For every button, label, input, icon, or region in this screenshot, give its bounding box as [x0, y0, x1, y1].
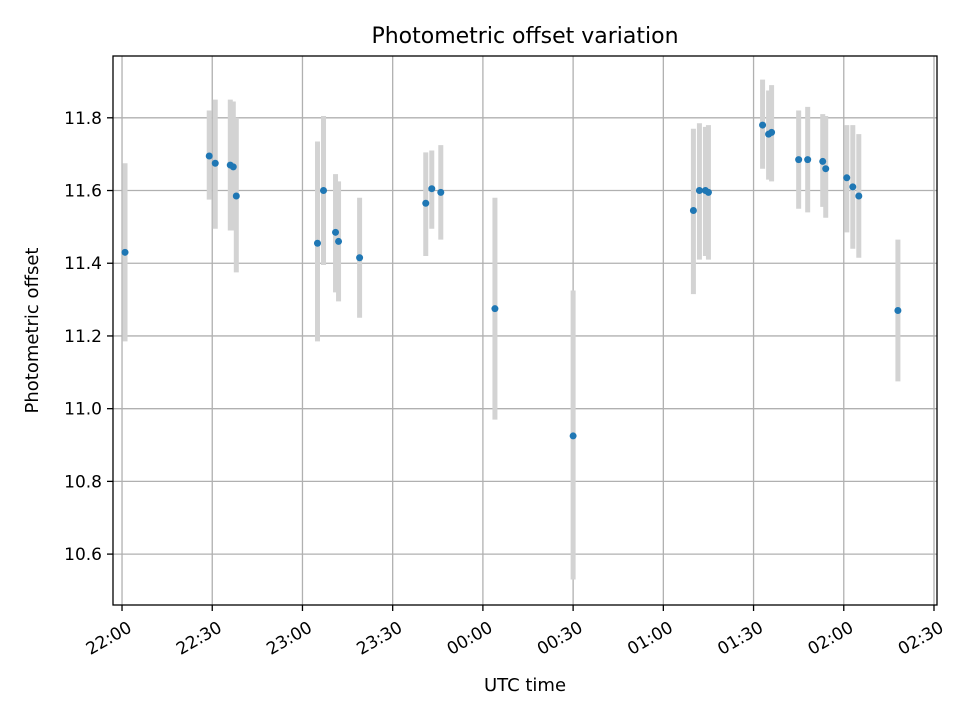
y-tick-label: 10.6 — [64, 545, 102, 565]
chart-title: Photometric offset variation — [371, 24, 678, 49]
data-point — [795, 156, 803, 164]
data-point — [320, 187, 328, 195]
data-point — [695, 187, 703, 195]
data-point — [205, 152, 213, 160]
data-point — [121, 248, 129, 256]
x-axis-label: UTC time — [484, 675, 566, 696]
data-point — [768, 128, 776, 136]
x-tick-label: 02:00 — [805, 618, 857, 660]
data-point — [422, 199, 430, 207]
data-point — [332, 228, 340, 236]
data-point — [819, 157, 827, 165]
data-point — [759, 121, 767, 129]
x-tick-label: 22:00 — [83, 618, 135, 660]
data-point — [335, 237, 343, 245]
point-layer — [121, 121, 902, 440]
y-tick-label: 11.0 — [64, 400, 102, 420]
y-tick-label: 11.8 — [64, 109, 102, 129]
data-point — [569, 432, 577, 440]
data-point — [849, 183, 857, 191]
data-point — [804, 156, 812, 164]
data-point — [232, 192, 240, 200]
data-point — [689, 207, 697, 215]
data-point — [313, 239, 321, 247]
data-point — [356, 254, 364, 262]
x-tick-label: 23:30 — [354, 618, 406, 660]
data-point — [894, 307, 902, 315]
data-point — [855, 192, 863, 200]
x-tick-label: 00:30 — [534, 618, 586, 660]
x-tick-label: 01:30 — [714, 618, 766, 660]
y-axis-label: Photometric offset — [22, 248, 43, 414]
y-tick-label: 11.4 — [64, 254, 102, 274]
plot-frame — [112, 55, 938, 606]
x-tick-label: 00:00 — [444, 618, 496, 660]
x-tick-label: 01:00 — [624, 618, 676, 660]
data-point — [211, 159, 219, 167]
tick-layer: 22:00 22:30 23:00 23:30 00:00 00:30 01:00 01:30… — [64, 109, 947, 660]
errorbar-layer — [122, 79, 901, 580]
x-tick-label: 02:30 — [895, 618, 947, 660]
data-point — [822, 165, 830, 173]
x-tick-label: 22:30 — [173, 618, 225, 660]
data-point — [704, 188, 712, 196]
data-point — [437, 188, 445, 196]
data-point — [229, 163, 237, 171]
data-point — [491, 305, 499, 313]
y-tick-label: 11.2 — [64, 327, 102, 347]
y-tick-label: 11.6 — [64, 182, 102, 202]
y-tick-label: 10.8 — [64, 472, 102, 492]
data-point — [428, 185, 436, 193]
x-tick-label: 23:00 — [263, 618, 315, 660]
data-point — [843, 174, 851, 182]
